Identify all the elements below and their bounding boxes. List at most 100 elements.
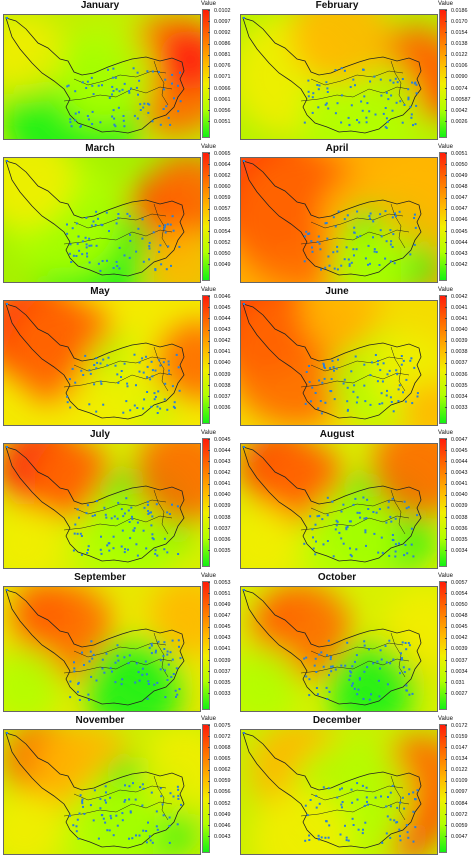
station-point [374,354,377,356]
station-point [390,401,393,403]
station-point [114,125,117,128]
station-point [324,103,327,106]
station-point [112,547,115,550]
station-point [402,666,405,669]
station-point [133,114,136,117]
station-point [395,821,398,824]
station-point [112,267,115,269]
station-point [105,652,108,655]
station-point [101,84,103,87]
station-point [126,385,129,388]
station-point [74,112,77,115]
station-point [372,236,374,239]
station-point [85,246,88,249]
station-point [373,75,376,78]
legend-tick-label: 0.0068 [211,743,238,754]
station-point [343,258,346,261]
map-panel-january: January Value 0.0102 0.0097 0.0092 0.0086 0.00… [0,0,237,143]
station-point [120,508,123,511]
station-point [390,240,393,243]
station-point [356,798,359,801]
station-point [416,789,419,792]
legend-title: Value [201,287,216,293]
legend-tick-label: 0.0074 [448,84,474,95]
station-point [79,125,82,128]
station-point [385,127,388,129]
station-point [391,534,394,536]
legend-tick-label: 0.0044 [211,314,238,325]
station-point [137,93,139,96]
station-point [308,839,311,841]
station-point [388,554,391,557]
station-point [360,100,363,103]
station-point [379,667,381,670]
station-point [141,237,144,240]
color-legend: Value 0.0042 0.0041 0.0041 0.0040 0.0039 0.003… [438,286,474,429]
legend-tick-label: 0.0051 [448,149,474,160]
station-point [86,255,89,258]
station-point [154,269,157,272]
station-point [120,376,122,378]
station-point [138,79,141,82]
heat-blob [149,587,200,657]
station-point [369,217,371,220]
map-panel-august: August Value 0.0047 0.0045 0.0044 0.0043 0.004… [237,429,474,572]
station-point [116,644,119,647]
heat-blob [154,321,200,401]
legend-tick-label: 0.0041 [448,303,474,314]
station-point [141,673,144,676]
station-point [307,95,310,98]
station-point [243,303,245,305]
station-point [316,84,319,86]
station-point [358,511,361,514]
station-point [395,369,398,372]
station-point [135,662,138,665]
legend-tick-label: 0.0042 [448,292,474,303]
station-point [115,222,118,225]
legend-tick-label: 0.0038 [211,513,238,524]
station-point [135,86,138,89]
station-point [337,358,339,361]
station-point [323,364,325,367]
station-point [160,795,163,798]
station-point [146,391,149,393]
station-point [168,372,171,375]
legend-tick-label: 0.0048 [448,182,474,193]
legend-tick-label: 0.0038 [448,347,474,358]
heat-map [240,14,438,140]
station-point [401,796,404,799]
station-point [126,212,129,215]
station-point [319,400,322,402]
station-point [85,512,88,515]
legend-tick-label: 0.0044 [448,457,474,468]
station-point [320,268,322,271]
station-point [135,543,138,546]
heat-map [3,157,201,283]
station-point [412,124,414,127]
legend-ticks: 0.0051 0.0050 0.0049 0.0048 0.0047 0.0047 0.00… [448,149,474,282]
station-point [316,693,319,696]
station-point [78,516,80,519]
station-point [382,362,385,365]
station-point [123,254,126,257]
station-point [107,356,110,359]
station-point [135,250,138,253]
station-point [376,660,379,663]
station-point [402,391,404,394]
station-point [123,362,126,365]
station-point [335,524,338,527]
station-point [90,640,93,643]
station-point [310,240,313,243]
station-point [369,212,372,215]
station-point [413,243,416,246]
station-point [175,353,178,356]
station-point [169,223,172,226]
station-point [365,544,367,547]
sub-boundary [310,642,404,658]
station-point [325,222,328,224]
legend-tick-label: 0.0036 [448,524,474,535]
legend-colorbar [439,581,447,710]
station-point [380,235,383,238]
station-point [384,210,387,213]
station-point [348,520,351,523]
